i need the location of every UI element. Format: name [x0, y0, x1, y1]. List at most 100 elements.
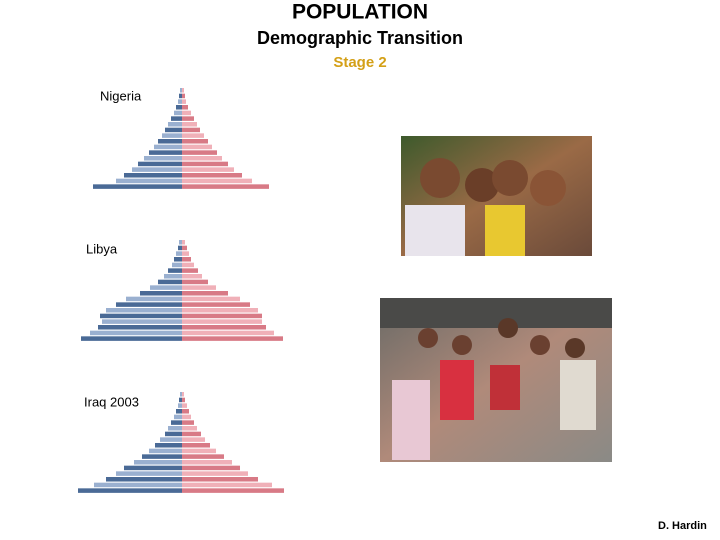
female-bar [182, 99, 186, 104]
female-bar [182, 88, 184, 93]
male-bar [165, 127, 182, 133]
male-bar [158, 279, 182, 285]
male-bar [94, 482, 182, 488]
female-bar [182, 105, 188, 110]
female-bar [182, 409, 189, 414]
female-bar [182, 403, 187, 408]
female-bar [182, 392, 184, 397]
male-bar [98, 325, 182, 330]
male-bar [176, 251, 182, 256]
male-bar [106, 308, 182, 313]
male-bar [168, 426, 182, 431]
male-bar [138, 161, 182, 167]
female-bar [182, 420, 194, 425]
female-bar [182, 178, 252, 184]
male-bar [116, 471, 182, 476]
female-bar [182, 482, 272, 488]
male-bar [149, 150, 182, 155]
male-bar [150, 285, 182, 290]
female-bar [182, 426, 197, 431]
male-bar [160, 437, 182, 442]
female-bar [182, 251, 189, 256]
male-bar [106, 477, 182, 482]
male-bar [162, 133, 182, 138]
male-bar [116, 178, 182, 184]
female-bar [182, 161, 228, 167]
female-bar [182, 150, 217, 155]
photo [380, 298, 612, 462]
female-bar [182, 330, 274, 336]
female-bar [182, 313, 262, 319]
female-bar [182, 448, 216, 454]
male-bar [124, 173, 182, 178]
female-bar [182, 302, 250, 307]
female-bar [182, 133, 204, 138]
male-bar [178, 99, 182, 104]
pyramid-label: Libya [86, 241, 118, 256]
male-bar [124, 465, 182, 471]
female-bar [182, 167, 234, 172]
male-bar [93, 184, 182, 189]
female-bar [182, 93, 185, 99]
subtitle: Demographic Transition [257, 28, 463, 48]
male-bar [172, 262, 182, 268]
male-bar [171, 420, 182, 425]
female-bar [182, 285, 216, 290]
male-bar [142, 454, 182, 459]
pyramid-label: Iraq 2003 [84, 394, 139, 409]
female-bar [182, 257, 191, 262]
female-bar [182, 156, 222, 161]
female-bar [182, 291, 228, 296]
male-bar [180, 88, 182, 93]
male-bar [165, 431, 182, 437]
male-bar [100, 313, 182, 319]
male-bar [81, 336, 182, 341]
male-bar [132, 167, 182, 172]
female-bar [182, 465, 240, 471]
female-bar [182, 122, 197, 127]
male-bar [155, 443, 182, 448]
male-bar [176, 105, 182, 110]
female-bar [182, 240, 185, 245]
female-bar [182, 397, 185, 403]
male-bar [180, 392, 182, 397]
female-bar [182, 443, 210, 448]
female-bar [182, 139, 208, 144]
female-bar [182, 477, 258, 482]
male-bar [171, 116, 182, 121]
male-bar [158, 139, 182, 144]
female-bar [182, 245, 187, 251]
male-bar [90, 330, 182, 336]
title: POPULATION [292, 1, 428, 24]
female-bar [182, 431, 201, 437]
male-bar [174, 257, 182, 262]
male-bar [168, 122, 182, 127]
male-bar [140, 291, 182, 296]
female-bar [182, 308, 258, 313]
male-bar [179, 240, 182, 245]
male-bar [174, 110, 182, 116]
female-bar [182, 173, 242, 178]
female-bar [182, 279, 208, 285]
female-bar [182, 319, 262, 324]
female-bar [182, 274, 202, 279]
male-bar [126, 296, 182, 302]
pyramid-label: Nigeria [100, 88, 142, 103]
male-bar [102, 319, 182, 324]
male-bar [164, 274, 182, 279]
male-bar [179, 397, 182, 403]
female-bar [182, 116, 194, 121]
male-bar [154, 144, 182, 150]
male-bar [174, 414, 182, 420]
male-bar [78, 488, 182, 493]
female-bar [182, 110, 191, 116]
credit: D. Hardin [658, 520, 707, 532]
female-bar [182, 262, 194, 268]
female-bar [182, 184, 269, 189]
female-bar [182, 144, 212, 150]
male-bar [178, 403, 182, 408]
female-bar [182, 296, 240, 302]
female-bar [182, 268, 198, 273]
female-bar [182, 336, 283, 341]
